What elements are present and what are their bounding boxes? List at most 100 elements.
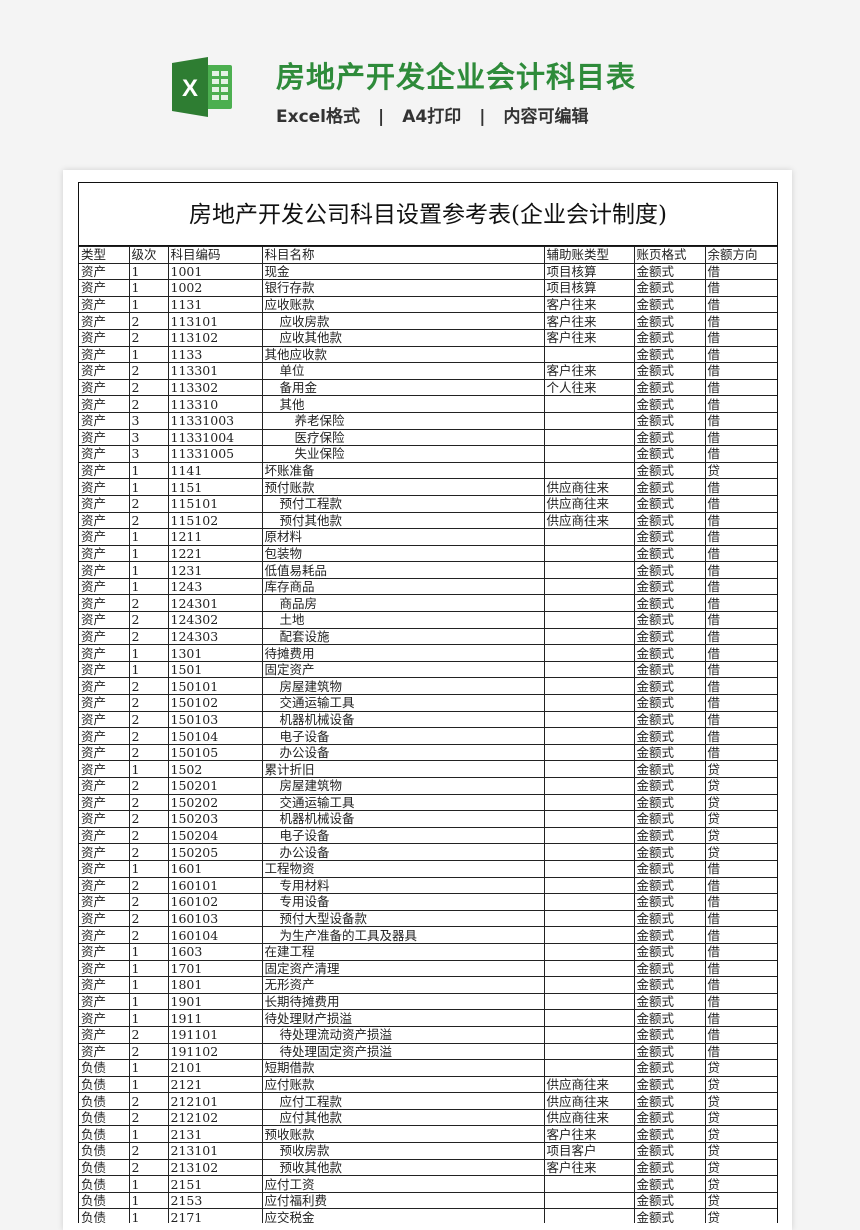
cell-aux-type[interactable] <box>543 694 635 712</box>
cell-balance-direction[interactable]: 贷 <box>704 793 777 812</box>
cell-code[interactable]: 11331004 <box>167 428 263 447</box>
cell-level[interactable]: 2 <box>128 909 169 928</box>
cell-aux-type[interactable] <box>543 411 635 430</box>
cell-level[interactable]: 2 <box>128 694 169 712</box>
cell-page-format[interactable]: 金额式 <box>633 511 706 530</box>
cell-type[interactable]: 资产 <box>79 561 130 579</box>
cell-type[interactable]: 负债 <box>79 1142 130 1160</box>
cell-name[interactable]: 交通运输工具 <box>261 793 545 812</box>
cell-type[interactable]: 资产 <box>79 1042 130 1061</box>
cell-type[interactable]: 资产 <box>79 644 130 662</box>
cell-balance-direction[interactable]: 借 <box>704 992 777 1011</box>
cell-level[interactable]: 2 <box>128 893 169 911</box>
cell-name[interactable]: 配套设施 <box>261 627 545 646</box>
cell-level[interactable]: 1 <box>128 544 169 563</box>
cell-aux-type[interactable] <box>543 810 635 828</box>
cell-balance-direction[interactable]: 借 <box>704 428 777 447</box>
cell-name[interactable]: 待摊费用 <box>261 644 545 662</box>
cell-page-format[interactable]: 金额式 <box>633 793 706 812</box>
cell-page-format[interactable]: 金额式 <box>633 627 706 646</box>
cell-level[interactable]: 2 <box>128 677 169 696</box>
cell-type[interactable]: 负债 <box>79 1108 130 1127</box>
cell-balance-direction[interactable]: 借 <box>704 876 777 895</box>
cell-balance-direction[interactable]: 借 <box>704 362 777 380</box>
cell-name[interactable]: 失业保险 <box>261 445 545 463</box>
cell-page-format[interactable]: 金额式 <box>633 1175 706 1193</box>
cell-level[interactable]: 2 <box>128 1092 169 1110</box>
cell-page-format[interactable]: 金额式 <box>633 1075 706 1094</box>
cell-type[interactable]: 负债 <box>79 1175 130 1193</box>
cell-aux-type[interactable] <box>543 561 635 579</box>
cell-balance-direction[interactable]: 借 <box>704 1025 777 1044</box>
cell-type[interactable]: 资产 <box>79 743 130 762</box>
cell-balance-direction[interactable]: 贷 <box>704 461 777 480</box>
cell-type[interactable]: 资产 <box>79 909 130 928</box>
cell-code[interactable]: 150102 <box>167 694 263 712</box>
cell-type[interactable]: 资产 <box>79 876 130 895</box>
cell-balance-direction[interactable]: 借 <box>704 710 777 729</box>
cell-code[interactable]: 150101 <box>167 677 263 696</box>
cell-code[interactable]: 1221 <box>167 544 263 563</box>
cell-type[interactable]: 负债 <box>79 1092 130 1110</box>
cell-balance-direction[interactable]: 借 <box>704 312 777 330</box>
cell-balance-direction[interactable]: 借 <box>704 677 777 696</box>
cell-page-format[interactable]: 金额式 <box>633 743 706 762</box>
cell-type[interactable]: 资产 <box>79 976 130 994</box>
cell-type[interactable]: 资产 <box>79 279 130 297</box>
cell-level[interactable]: 2 <box>128 611 169 629</box>
cell-page-format[interactable]: 金额式 <box>633 577 706 596</box>
cell-balance-direction[interactable]: 借 <box>704 976 777 994</box>
cell-level[interactable]: 1 <box>128 942 169 961</box>
cell-code[interactable]: 160104 <box>167 926 263 944</box>
cell-type[interactable]: 负债 <box>79 1075 130 1094</box>
cell-aux-type[interactable] <box>543 428 635 447</box>
cell-aux-type[interactable] <box>543 743 635 762</box>
cell-name[interactable]: 待处理流动资产损溢 <box>261 1025 545 1044</box>
cell-aux-type[interactable] <box>543 1175 635 1193</box>
cell-name[interactable]: 应付工程款 <box>261 1092 545 1110</box>
cell-type[interactable]: 资产 <box>79 810 130 828</box>
cell-aux-type[interactable]: 供应商往来 <box>543 511 635 530</box>
cell-balance-direction[interactable]: 贷 <box>704 1092 777 1110</box>
cell-name[interactable]: 专用设备 <box>261 893 545 911</box>
cell-balance-direction[interactable]: 借 <box>704 395 777 413</box>
cell-code[interactable]: 113102 <box>167 328 263 347</box>
cell-page-format[interactable]: 金额式 <box>633 312 706 330</box>
cell-balance-direction[interactable]: 借 <box>704 1042 777 1061</box>
cell-code[interactable]: 1911 <box>167 1009 263 1027</box>
cell-balance-direction[interactable]: 借 <box>704 279 777 297</box>
cell-name[interactable]: 银行存款 <box>261 279 545 297</box>
cell-balance-direction[interactable]: 借 <box>704 644 777 662</box>
cell-name[interactable]: 应付工资 <box>261 1175 545 1193</box>
cell-balance-direction[interactable]: 借 <box>704 295 777 314</box>
cell-name[interactable]: 医疗保险 <box>261 428 545 447</box>
cell-type[interactable]: 资产 <box>79 411 130 430</box>
cell-name[interactable]: 预付大型设备款 <box>261 909 545 928</box>
cell-balance-direction[interactable]: 借 <box>704 627 777 646</box>
cell-balance-direction[interactable]: 借 <box>704 328 777 347</box>
cell-level[interactable]: 2 <box>128 1042 169 1061</box>
cell-level[interactable]: 2 <box>128 793 169 812</box>
cell-code[interactable]: 150205 <box>167 843 263 861</box>
cell-page-format[interactable]: 金额式 <box>633 445 706 463</box>
cell-code[interactable]: 1901 <box>167 992 263 1011</box>
cell-balance-direction[interactable]: 借 <box>704 511 777 530</box>
cell-page-format[interactable]: 金额式 <box>633 461 706 480</box>
cell-code[interactable]: 2131 <box>167 1125 263 1144</box>
cell-level[interactable]: 2 <box>128 378 169 397</box>
cell-type[interactable]: 资产 <box>79 1025 130 1044</box>
cell-page-format[interactable]: 金额式 <box>633 942 706 961</box>
cell-level[interactable]: 1 <box>128 992 169 1011</box>
cell-aux-type[interactable] <box>543 859 635 878</box>
cell-balance-direction[interactable]: 借 <box>704 411 777 430</box>
cell-aux-type[interactable]: 客户往来 <box>543 312 635 330</box>
cell-type[interactable]: 资产 <box>79 627 130 646</box>
cell-aux-type[interactable] <box>543 644 635 662</box>
cell-level[interactable]: 1 <box>128 279 169 297</box>
cell-code[interactable]: 150201 <box>167 777 263 795</box>
cell-name[interactable]: 预收账款 <box>261 1125 545 1144</box>
cell-page-format[interactable]: 金额式 <box>633 760 706 778</box>
cell-aux-type[interactable]: 供应商往来 <box>543 1092 635 1110</box>
cell-level[interactable]: 1 <box>128 644 169 662</box>
cell-page-format[interactable]: 金额式 <box>633 644 706 662</box>
